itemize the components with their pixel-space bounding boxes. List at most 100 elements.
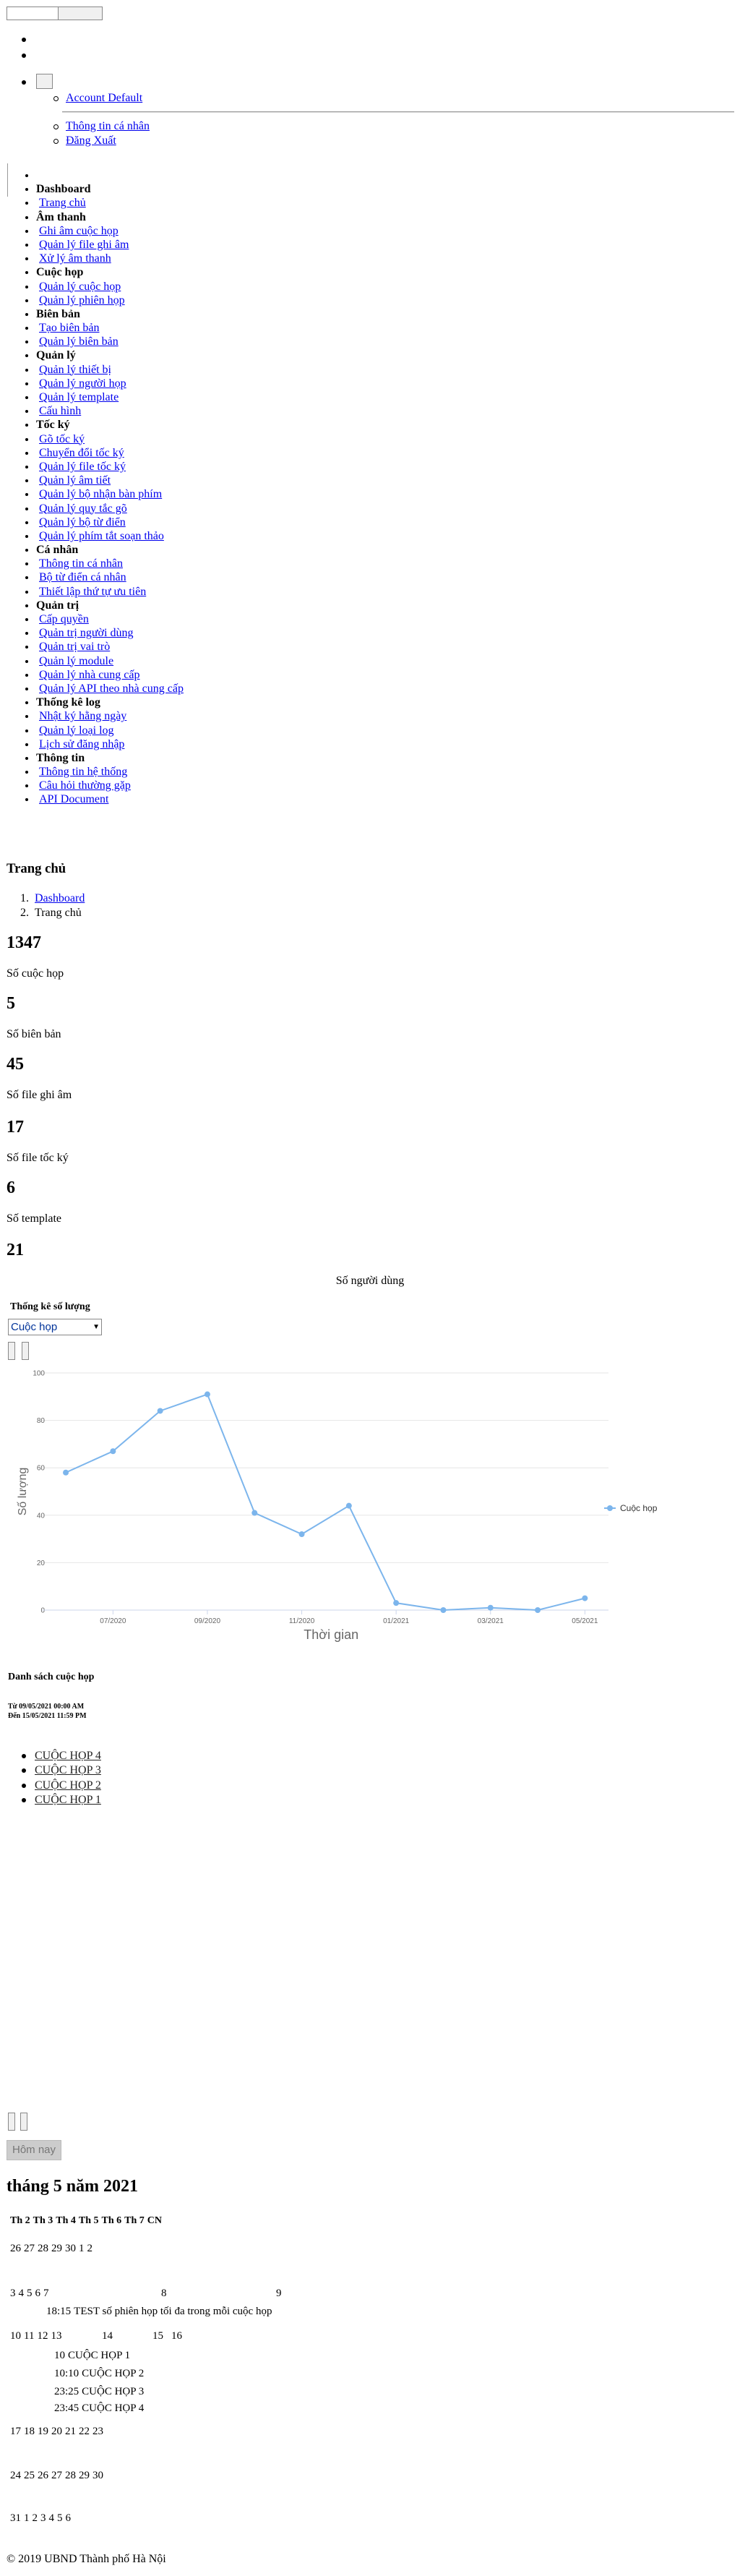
today-button[interactable]: Hôm nay <box>7 2140 61 2160</box>
sidebar-item: API Document <box>36 792 184 806</box>
sidebar-link[interactable]: Câu hỏi thường gặp <box>39 779 131 792</box>
sidebar-item: Ghi âm cuộc họp <box>36 224 184 238</box>
sidebar-link[interactable]: Thông tin hệ thống <box>39 766 128 779</box>
sidebar-item: Quản lý nhà cung cấp <box>36 668 184 682</box>
sidebar-link[interactable]: Quản lý thiết bị <box>39 363 111 376</box>
event[interactable]: 10:10 CUỘC HỌP 2 <box>54 2366 144 2381</box>
day: 10 <box>10 2330 21 2342</box>
sidebar-link[interactable]: Thiết lập thứ tự ưu tiên <box>39 585 147 598</box>
day: 17 <box>10 2426 21 2437</box>
meeting-link[interactable]: CUỘC HỌP 3 <box>35 1764 101 1777</box>
sidebar-link[interactable]: Quản trị người dùng <box>39 627 134 640</box>
legend-label: Cuộc họp <box>620 1503 658 1513</box>
breadcrumb-link[interactable]: Dashboard <box>35 892 85 904</box>
day: 26 <box>10 2243 21 2254</box>
week-row: 10 11 12 13 <box>10 2329 64 2343</box>
event[interactable]: 23:45 CUỘC HỌP 4 <box>54 2401 144 2415</box>
account-name[interactable]: Account Default <box>66 92 143 104</box>
weekday-row: Th 2 Th 3 Th 4 Th 5 Th 6 Th 7 CN <box>10 2214 165 2228</box>
legend-marker <box>607 1505 613 1511</box>
sidebar-link[interactable]: Quản lý phím tắt soạn thảo <box>39 529 164 542</box>
sidebar-item <box>36 168 184 182</box>
sidebar-link[interactable]: Lịch sử đăng nhập <box>39 737 125 750</box>
sidebar-item: Quản lý âm tiết <box>36 474 184 487</box>
menu-link[interactable]: Thông tin cá nhân <box>66 120 150 132</box>
sidebar-link[interactable]: Quản lý biên bản <box>39 335 119 348</box>
event-time: 18:15 <box>46 2306 72 2317</box>
chart: 0 20 40 60 80 100 07/2020 09/2020 11/2020 01/2021… <box>17 1370 658 1643</box>
x-axis-title: Thời gian <box>304 1627 358 1642</box>
sidebar-heading: Biên bản <box>36 307 184 321</box>
sidebar-link[interactable]: Tạo biên bản <box>39 322 100 335</box>
event[interactable]: 23:25 CUỘC HỌP 3 <box>54 2384 144 2399</box>
user-toggle[interactable] <box>36 74 53 89</box>
sidebar-link[interactable]: Ghi âm cuộc họp <box>39 224 119 237</box>
sidebar-link[interactable]: Gõ tốc ký <box>39 432 85 445</box>
type-select[interactable]: Cuộc họp ▼ <box>8 1319 102 1335</box>
sidebar-link[interactable]: API Document <box>39 793 109 806</box>
point <box>157 1408 163 1414</box>
bullet <box>22 1783 26 1788</box>
sidebar-heading: Âm thanh <box>36 210 184 224</box>
sidebar-link[interactable]: Quản lý phiên họp <box>39 294 125 307</box>
menu-link[interactable]: Đăng Xuất <box>66 134 116 147</box>
y-tick-label: 0 <box>40 1607 45 1615</box>
chart-button[interactable] <box>22 1342 29 1360</box>
point <box>110 1448 116 1455</box>
point <box>440 1607 447 1613</box>
point <box>63 1469 69 1476</box>
event-title: CUỘC HỌP 3 <box>82 2386 145 2397</box>
sidebar-link[interactable]: Quản lý file tốc ký <box>39 460 126 473</box>
event[interactable]: 18:15 TEST số phiên họp tối đa trong mỗi … <box>46 2304 272 2319</box>
sidebar-link[interactable]: Bộ từ điển cá nhân <box>39 571 126 584</box>
sidebar-link[interactable]: Quản lý bộ từ điển <box>39 515 126 529</box>
sidebar-item: Thông tin cá nhân <box>36 557 184 570</box>
meeting-link[interactable]: CUỘC HỌP 1 <box>35 1794 101 1807</box>
sidebar-link[interactable]: Quản lý file ghi âm <box>39 238 129 251</box>
sidebar-link[interactable]: Quản lý nhà cung cấp <box>39 668 140 681</box>
sidebar-link[interactable]: Quản lý bộ nhận bàn phím <box>39 488 163 501</box>
meeting-link[interactable]: CUỘC HỌP 2 <box>35 1779 101 1792</box>
search-button[interactable] <box>58 7 103 20</box>
calendar-title: tháng 5 năm 2021 <box>7 2177 139 2196</box>
day: 15 <box>152 2330 163 2342</box>
sidebar-link[interactable]: Xử lý âm thanh <box>39 252 111 265</box>
sidebar-link[interactable]: Cấp quyền <box>39 613 89 625</box>
weekday: CN <box>147 2215 162 2226</box>
footer: © 2019 UBND Thành phố Hà Nội <box>7 2553 166 2565</box>
sidebar-link[interactable]: Quản lý âm tiết <box>39 474 111 487</box>
cal-button[interactable] <box>8 2113 15 2131</box>
sidebar-item: Quản trị vai trò <box>36 640 184 654</box>
sidebar-link[interactable]: Quản trị vai trò <box>39 641 111 654</box>
event-time: 10:10 <box>54 2368 79 2379</box>
sidebar-link[interactable]: Quản lý template <box>39 391 119 403</box>
day: 4 <box>18 2288 25 2299</box>
cal-button[interactable] <box>20 2113 27 2131</box>
sidebar-link[interactable]: Quản lý quy tắc gõ <box>39 502 127 515</box>
sidebar-link[interactable]: Trang chủ <box>39 197 86 210</box>
sidebar-link[interactable]: Quản lý API theo nhà cung cấp <box>39 682 184 695</box>
point <box>251 1510 258 1516</box>
day: 20 <box>51 2426 62 2437</box>
day: 7 <box>43 2288 49 2299</box>
sidebar-link[interactable]: Quản lý người họp <box>39 377 126 390</box>
point <box>345 1502 352 1509</box>
bullet <box>22 1754 26 1758</box>
event[interactable]: 10 CUỘC HỌP 1 <box>54 2348 130 2363</box>
sidebar-link[interactable]: Thông tin cá nhân <box>39 557 123 570</box>
meeting-link[interactable]: CUỘC HỌP 4 <box>35 1750 101 1762</box>
chart-button[interactable] <box>8 1342 15 1360</box>
search-input[interactable] <box>7 7 59 20</box>
day: 3 <box>40 2512 46 2524</box>
bullet <box>22 80 26 85</box>
event-title: CUỘC HỌP 4 <box>82 2402 145 2414</box>
sidebar-heading: Dashboard <box>36 182 184 196</box>
sidebar-link[interactable]: Nhật ký hằng ngày <box>39 710 127 723</box>
sidebar-link[interactable]: Quản lý module <box>39 654 114 667</box>
weekday: Th 3 <box>33 2215 53 2226</box>
sidebar-link[interactable]: Chuyển đổi tốc ký <box>39 446 124 459</box>
day: 28 <box>38 2243 48 2254</box>
sidebar-link[interactable]: Cấu hình <box>39 405 82 418</box>
sidebar-link[interactable]: Quản lý loại log <box>39 724 114 737</box>
sidebar-link[interactable]: Quản lý cuộc họp <box>39 280 121 293</box>
